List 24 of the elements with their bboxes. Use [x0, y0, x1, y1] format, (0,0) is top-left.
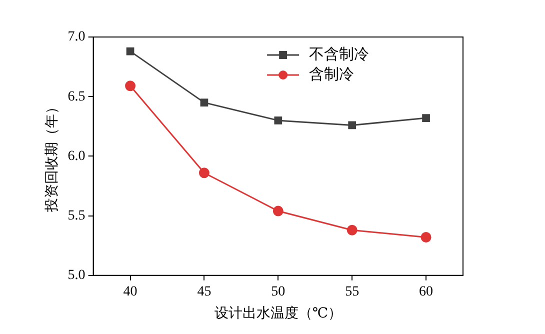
y-axis-title: 投资回收期（年）: [44, 100, 60, 214]
x-axis-title: 设计出水温度（℃）: [214, 305, 342, 322]
point: [272, 206, 284, 216]
x-tick-label: 40: [123, 284, 138, 300]
y-tick-label: 5.0: [68, 268, 86, 284]
point: [125, 80, 136, 92]
point: [348, 121, 356, 130]
y-tick-label: 5.5: [68, 208, 86, 224]
x-tick-label: 45: [197, 284, 212, 300]
point: [422, 114, 430, 122]
x-tick-label: 50: [271, 284, 286, 300]
point: [126, 47, 134, 56]
point: [274, 116, 282, 124]
y-tick-label: 6.5: [68, 89, 86, 104]
x-tick-label: 60: [419, 284, 434, 300]
legend-label: 不含制冷: [309, 46, 370, 63]
point: [200, 98, 208, 106]
x-tick-label: 55: [345, 284, 360, 300]
y-tick-label: 7.0: [68, 30, 86, 45]
point: [346, 224, 358, 236]
point: [198, 168, 210, 178]
y-tick-label: 6.0: [68, 148, 86, 164]
legend-label: 含制冷: [309, 66, 354, 83]
point: [420, 232, 432, 243]
